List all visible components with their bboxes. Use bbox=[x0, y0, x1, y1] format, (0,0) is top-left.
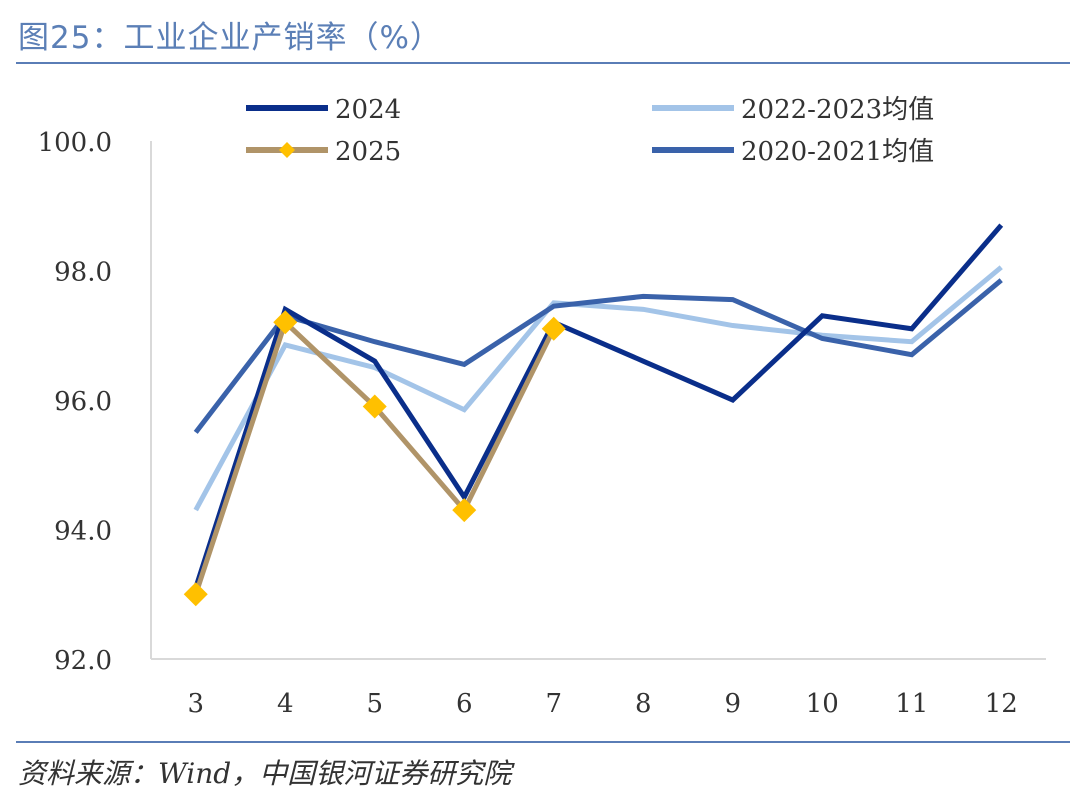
x-tick-label: 7 bbox=[545, 689, 562, 719]
legend-label: 2025 bbox=[335, 137, 401, 167]
y-tick-label: 100.0 bbox=[38, 128, 112, 158]
y-tick-label: 92.0 bbox=[54, 646, 112, 676]
y-tick-label: 98.0 bbox=[54, 258, 112, 288]
footer-divider bbox=[16, 741, 1070, 743]
x-tick-label: 12 bbox=[985, 689, 1018, 719]
chart-axes: 92.0 94.0 96.0 98.0 100.0 3 4 5 6 7 8 9 10 11 12 bbox=[38, 128, 1046, 719]
source-note: 资料来源：Wind，中国银河证券研究院 bbox=[18, 757, 512, 790]
y-tick-label: 96.0 bbox=[54, 387, 112, 417]
chart-legend: 2024 2025 2022-2023均值 2020-2021均值 bbox=[246, 95, 934, 167]
data-point-marker bbox=[452, 498, 477, 523]
y-tick-label: 94.0 bbox=[54, 517, 112, 547]
series-line-2020-2021均值 bbox=[193, 278, 1003, 434]
x-tick-label: 10 bbox=[806, 689, 839, 719]
chart-markers bbox=[183, 310, 566, 607]
data-point-marker bbox=[183, 582, 208, 607]
x-tick-label: 8 bbox=[635, 689, 652, 719]
legend-label: 2020-2021均值 bbox=[741, 137, 934, 167]
data-point-marker bbox=[362, 394, 387, 419]
legend-label: 2022-2023均值 bbox=[741, 95, 934, 125]
chart-title: 图25：工业企业产销率（%） bbox=[18, 20, 442, 56]
series-line-2024 bbox=[193, 223, 1004, 589]
title-divider bbox=[16, 62, 1070, 64]
x-tick-label: 5 bbox=[366, 689, 383, 719]
chart-series-lines bbox=[193, 223, 1004, 596]
x-tick-label: 9 bbox=[724, 689, 741, 719]
x-tick-label: 11 bbox=[895, 689, 928, 719]
x-tick-label: 4 bbox=[277, 689, 294, 719]
legend-label: 2024 bbox=[335, 95, 401, 125]
x-tick-label: 6 bbox=[456, 689, 473, 719]
data-point-marker bbox=[541, 316, 566, 341]
data-point-marker bbox=[273, 310, 298, 335]
x-tick-label: 3 bbox=[187, 689, 204, 719]
legend-marker bbox=[279, 142, 295, 158]
series-line-2022-2023均值 bbox=[193, 265, 1003, 512]
